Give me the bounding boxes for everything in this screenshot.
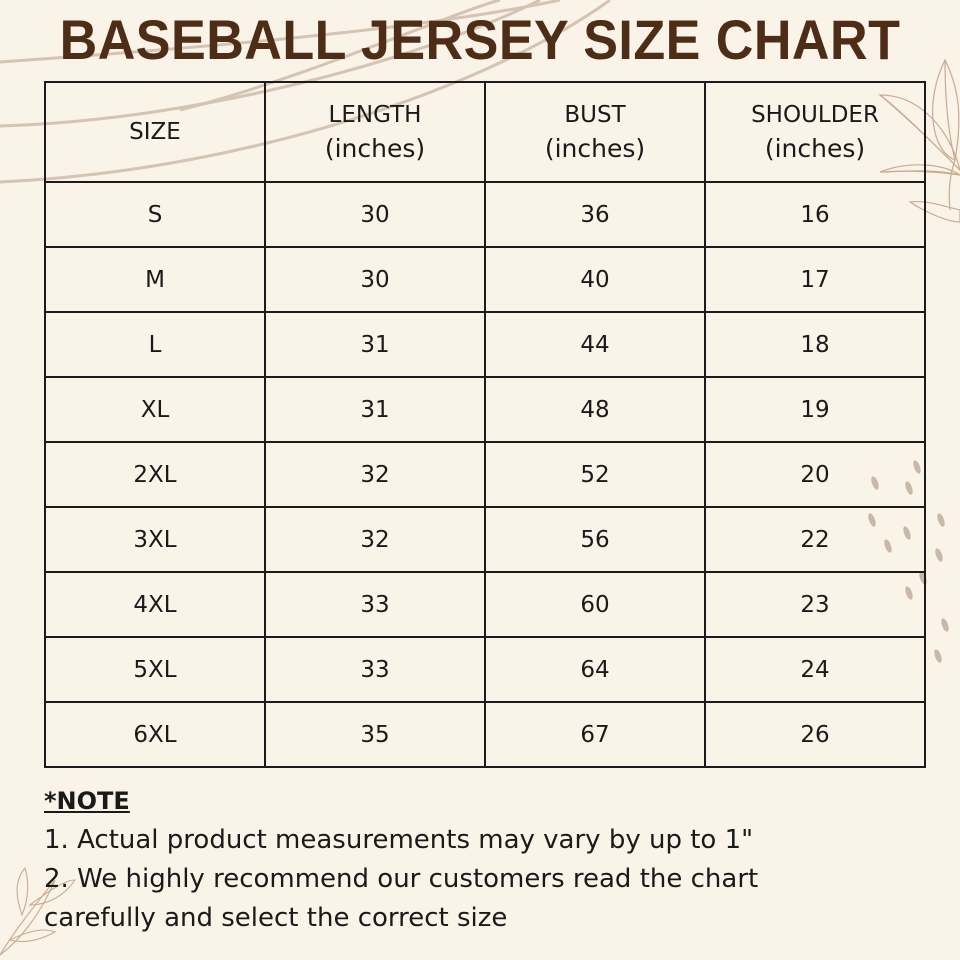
table-header-row: SIZE LENGTH (inches) BUST (inches) SHOUL… [44,81,926,183]
cell-bust: 40 [484,246,706,313]
header-unit: (inches) [544,134,646,163]
cell-bust: 67 [484,701,706,768]
header-label: LENGTH [328,102,422,128]
table-row: S 30 36 16 [44,181,926,248]
cell-shoulder: 17 [704,246,926,313]
table-row: 6XL 35 67 26 [44,701,926,768]
note-line: 2. We highly recommend our customers rea… [44,864,759,894]
cell-shoulder: 18 [704,311,926,378]
note-title: *NOTE [44,787,130,815]
cell-shoulder: 16 [704,181,926,248]
header-label: SIZE [129,119,181,145]
cell-size: L [44,311,266,378]
table-row: 4XL 33 60 23 [44,571,926,638]
cell-size: S [44,181,266,248]
header-label: BUST [564,102,626,128]
header-label: SHOULDER [751,102,879,128]
note-line: 1. Actual product measurements may vary … [44,825,754,855]
cell-shoulder: 20 [704,441,926,508]
cell-bust: 48 [484,376,706,443]
cell-shoulder: 23 [704,571,926,638]
cell-size: 4XL [44,571,266,638]
cell-size: 3XL [44,506,266,573]
header-length: LENGTH (inches) [264,81,486,183]
table-row: 3XL 32 56 22 [44,506,926,573]
cell-length: 32 [264,441,486,508]
header-unit: (inches) [324,134,426,163]
header-shoulder: SHOULDER (inches) [704,81,926,183]
table-row: 2XL 32 52 20 [44,441,926,508]
cell-bust: 44 [484,311,706,378]
cell-length: 31 [264,376,486,443]
cell-bust: 60 [484,571,706,638]
cell-size: 2XL [44,441,266,508]
cell-shoulder: 19 [704,376,926,443]
cell-length: 33 [264,636,486,703]
table-row: 5XL 33 64 24 [44,636,926,703]
cell-length: 32 [264,506,486,573]
cell-bust: 56 [484,506,706,573]
header-bust: BUST (inches) [484,81,706,183]
cell-length: 33 [264,571,486,638]
cell-shoulder: 26 [704,701,926,768]
cell-size: M [44,246,266,313]
cell-size: 5XL [44,636,266,703]
note-section: *NOTE 1. Actual product measurements may… [44,782,944,938]
header-size: SIZE [44,81,266,183]
table-row: M 30 40 17 [44,246,926,313]
cell-length: 30 [264,246,486,313]
page-title: BASEBALL JERSEY SIZE CHART [59,8,901,71]
table-row: L 31 44 18 [44,311,926,378]
size-chart-table: SIZE LENGTH (inches) BUST (inches) SHOUL… [44,81,926,768]
header-unit: (inches) [764,134,866,163]
cell-length: 31 [264,311,486,378]
cell-length: 35 [264,701,486,768]
cell-bust: 64 [484,636,706,703]
cell-size: 6XL [44,701,266,768]
note-line: carefully and select the correct size [44,903,508,933]
cell-size: XL [44,376,266,443]
cell-bust: 52 [484,441,706,508]
cell-bust: 36 [484,181,706,248]
table-row: XL 31 48 19 [44,376,926,443]
cell-shoulder: 24 [704,636,926,703]
cell-shoulder: 22 [704,506,926,573]
cell-length: 30 [264,181,486,248]
